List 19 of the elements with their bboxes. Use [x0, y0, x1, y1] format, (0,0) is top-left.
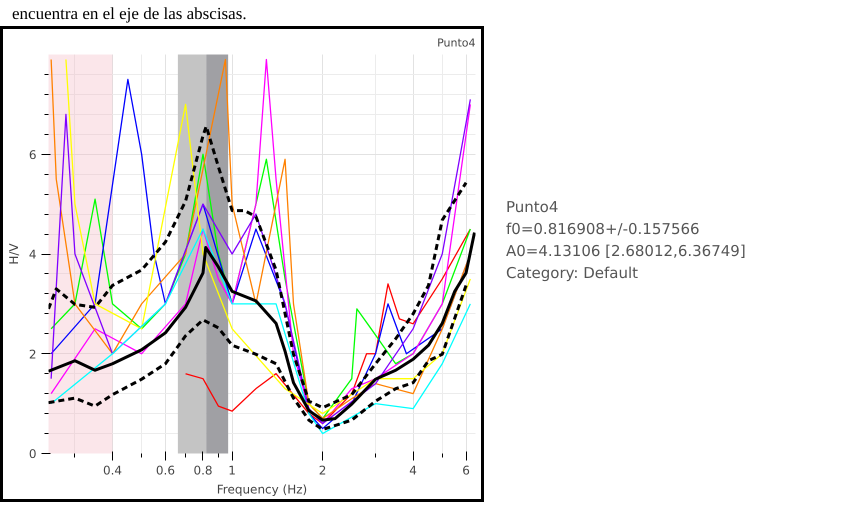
x-tick-label: 4	[409, 464, 417, 478]
x-tick-label: 0.4	[102, 464, 122, 478]
x-tick-label: 6	[462, 464, 470, 478]
x-tick-label: 1	[228, 464, 236, 478]
y-tick-label: 0	[28, 447, 37, 461]
text: A0=4.13106 [2.68012,6.36749]	[506, 242, 746, 260]
y-tick-label: 6	[28, 148, 37, 162]
chart-title: Punto4	[437, 36, 476, 50]
text: encuentra en el eje de las abscisas.	[12, 4, 247, 23]
text: Category: Default	[506, 264, 638, 282]
text: Punto4	[506, 198, 558, 216]
text: f0=0.816908+/-0.157566	[506, 220, 700, 238]
x-axis-title: Frequency (Hz)	[216, 482, 308, 496]
y-tick-label: 4	[28, 248, 37, 262]
x-tick-label: 2	[318, 464, 326, 478]
x-tick-label: 0.8	[193, 464, 213, 478]
y-tick-label: 2	[28, 347, 37, 362]
x-tick-label: 0.6	[156, 464, 175, 478]
y-axis-title: H/V	[6, 242, 21, 265]
